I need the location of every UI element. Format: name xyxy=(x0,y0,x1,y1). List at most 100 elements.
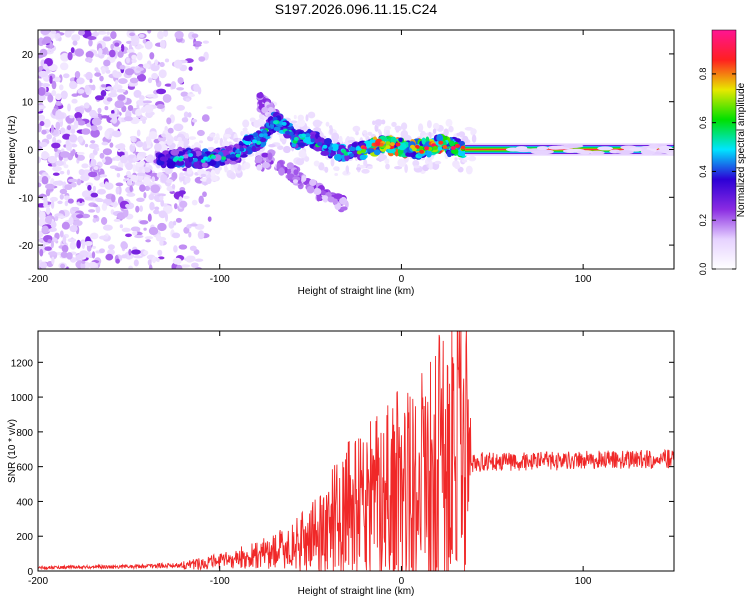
spectrogram-blob xyxy=(145,137,152,146)
spectrogram-blob xyxy=(98,235,109,240)
spectrogram-blob xyxy=(196,129,205,137)
spectrogram-blob xyxy=(42,36,52,44)
spectrogram-blob xyxy=(348,146,357,152)
spectrogram-blob xyxy=(375,141,381,146)
spectrogram-blob xyxy=(131,58,137,63)
spectrogram-blob xyxy=(50,221,57,229)
spectrogram-blob xyxy=(317,136,322,142)
spectrogram-blob xyxy=(273,120,278,125)
spectrogram-blob xyxy=(183,226,190,234)
spectrogram-blob xyxy=(465,165,473,175)
colorbar-tick-label: 0.6 xyxy=(698,116,708,129)
spectrogram-blob xyxy=(164,58,170,63)
spectrogram-blob xyxy=(60,90,68,100)
spectrogram-blob xyxy=(297,114,304,121)
spectrogram-blob xyxy=(207,159,217,167)
spectrogram-blob xyxy=(83,102,90,109)
snr-y-tick-label: 800 xyxy=(16,428,33,439)
spectrogram-blob xyxy=(211,155,216,159)
spectrogram-blob xyxy=(458,140,465,146)
spectrogram-blob xyxy=(114,106,118,115)
spectrogram-blob xyxy=(356,167,361,171)
spectrogram-blob xyxy=(154,59,159,66)
spectrogram-blob xyxy=(143,250,149,256)
spectrogram-blob xyxy=(149,52,155,60)
spectrogram-blob xyxy=(109,142,114,148)
spectrogram-blob xyxy=(188,231,192,238)
spectrogram-blob xyxy=(131,249,141,255)
spectrogram-blob xyxy=(562,144,584,148)
snr-x-tick-label: 100 xyxy=(575,576,592,587)
spectrogram-blob xyxy=(351,142,358,148)
spectrogram-blob xyxy=(253,119,260,128)
spectrogram-blob xyxy=(175,217,182,223)
spectrogram-blob xyxy=(71,206,80,211)
spectrogram-blob xyxy=(355,131,359,136)
spectrogram-blob xyxy=(188,136,197,140)
spectrogram-blob xyxy=(277,145,284,150)
spectrogram-blob xyxy=(531,150,552,155)
spectrogram-blob xyxy=(273,126,281,131)
spectrogram-blob xyxy=(298,149,307,159)
spectrogram-blob xyxy=(221,156,227,161)
spectrogram-blob xyxy=(349,153,354,158)
spectrogram-blob xyxy=(401,122,408,131)
spectrogram-blob xyxy=(145,94,155,98)
spectrogram-blob xyxy=(53,76,61,82)
spectrogram-blob xyxy=(38,80,42,89)
spectrogram-blob xyxy=(461,159,468,163)
spectrogram-blob xyxy=(293,114,297,120)
spectrogram-blob xyxy=(153,209,160,215)
spectrogram-blob xyxy=(449,140,455,147)
spectrogram-blob xyxy=(361,168,370,174)
spectrogram-blob xyxy=(432,128,437,134)
spectrogram-blob xyxy=(320,150,330,156)
spectrogram-blob xyxy=(73,220,83,226)
spectrogram-blob xyxy=(51,90,57,96)
spectrogram-blob xyxy=(460,145,466,150)
spectrogram-blob xyxy=(201,114,210,122)
spectrogram-blob xyxy=(71,34,81,42)
spectrogram-blob xyxy=(181,117,189,123)
spectrogram-blob xyxy=(61,244,69,253)
spectrogram-blob xyxy=(112,71,122,79)
spectrogram-blob xyxy=(64,184,73,191)
spectrogram-blob xyxy=(173,123,184,132)
spectrogram-blob xyxy=(404,164,408,173)
spectrogram-blob xyxy=(111,115,118,124)
spectrogram-blob xyxy=(67,103,71,112)
spectrogram-blob xyxy=(139,220,149,225)
spectrogram-blob xyxy=(101,67,106,75)
snr-y-tick-label: 600 xyxy=(16,463,33,474)
spectrogram-blob xyxy=(176,104,185,111)
spectrogram-blob xyxy=(66,125,72,131)
spectrogram-blob xyxy=(135,141,144,148)
spectrogram-blob xyxy=(81,128,91,135)
spectrogram-blob xyxy=(126,192,136,197)
spectrogram-blob xyxy=(135,108,142,117)
spectrogram-blob xyxy=(187,155,194,163)
spectrogram-blob xyxy=(197,230,205,240)
spectrogram-blob xyxy=(70,128,76,134)
spectrogram-blob xyxy=(104,130,110,139)
spectrogram-blob xyxy=(166,161,176,169)
spectrogram-blob xyxy=(162,93,172,103)
spectrogram-blob xyxy=(55,100,62,106)
spectrogram-blob xyxy=(44,215,53,224)
spectrogram-blob xyxy=(307,111,316,119)
spectrogram-blob xyxy=(324,166,329,173)
spectrogram-blob xyxy=(202,191,207,198)
spectrogram-blob xyxy=(90,192,99,198)
spectrogram-blob xyxy=(147,213,152,222)
spectrogram-blob xyxy=(71,143,78,148)
spectrogram-blob xyxy=(259,137,267,143)
spectrogram-blob xyxy=(69,224,78,233)
spectrogram-blob xyxy=(144,236,154,240)
spectrogram-blob xyxy=(41,151,49,160)
spectrogram-blob xyxy=(325,121,330,127)
spectrogram-blob xyxy=(214,166,221,175)
spectrogram-blob xyxy=(97,188,106,195)
spectrogram-blob xyxy=(305,133,311,138)
spectrogram-marks xyxy=(38,30,674,269)
